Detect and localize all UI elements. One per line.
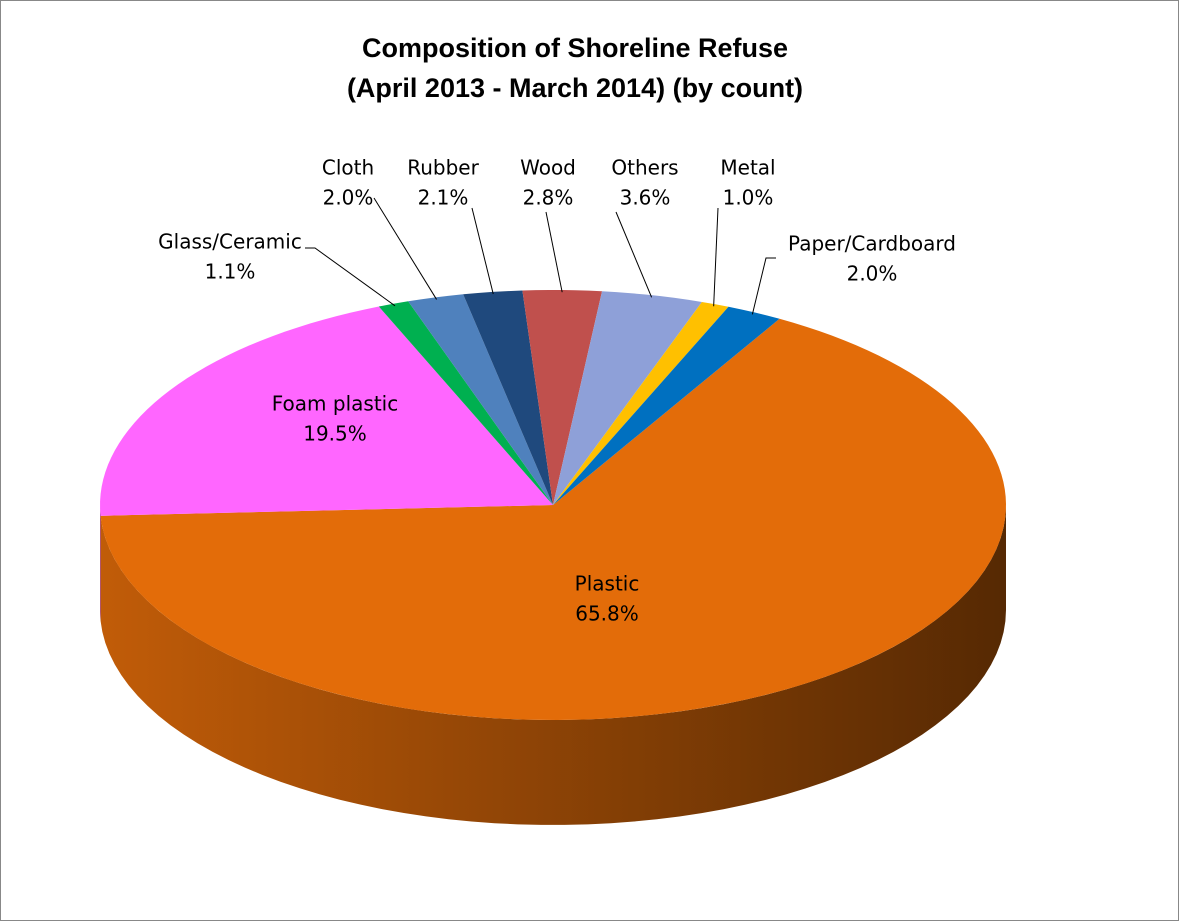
category-label: Rubber	[407, 156, 479, 180]
leader-line	[471, 207, 494, 295]
value-label: 1.1%	[205, 260, 256, 284]
slice	[100, 306, 554, 516]
value-label: 2.1%	[418, 186, 469, 210]
category-label: Wood	[520, 156, 576, 180]
slice-side	[100, 505, 101, 621]
value-label: 65.8%	[575, 602, 639, 626]
leader-line	[373, 197, 438, 300]
chart-title: Composition of Shoreline Refuse	[362, 33, 788, 63]
category-label: Foam plastic	[272, 392, 398, 416]
leader-line	[751, 257, 776, 315]
slice	[378, 301, 553, 505]
slice-side	[100, 505, 1006, 825]
category-label: Cloth	[322, 156, 374, 180]
chart-subtitle: (April 2013 - March 2014) (by count)	[347, 73, 803, 103]
category-label: Glass/Ceramic	[158, 230, 302, 254]
slice	[463, 290, 553, 505]
value-label: 1.0%	[723, 186, 774, 210]
category-label: Others	[611, 156, 678, 180]
slice	[553, 306, 780, 505]
value-label: 2.0%	[847, 262, 898, 286]
slice	[553, 291, 702, 505]
category-label: Paper/Cardboard	[788, 232, 956, 256]
value-label: 2.8%	[523, 186, 574, 210]
category-label: Metal	[720, 156, 775, 180]
value-label: 2.0%	[323, 186, 374, 210]
leader-line	[615, 211, 653, 298]
value-label: 3.6%	[620, 186, 671, 210]
slice	[100, 318, 1006, 720]
slice	[553, 301, 729, 505]
leader-line	[713, 207, 719, 307]
value-label: 19.5%	[303, 422, 367, 446]
leader-line	[545, 211, 563, 293]
category-label: Plastic	[575, 572, 640, 596]
slice	[408, 294, 553, 505]
slice	[522, 290, 603, 505]
leader-line	[305, 247, 396, 307]
